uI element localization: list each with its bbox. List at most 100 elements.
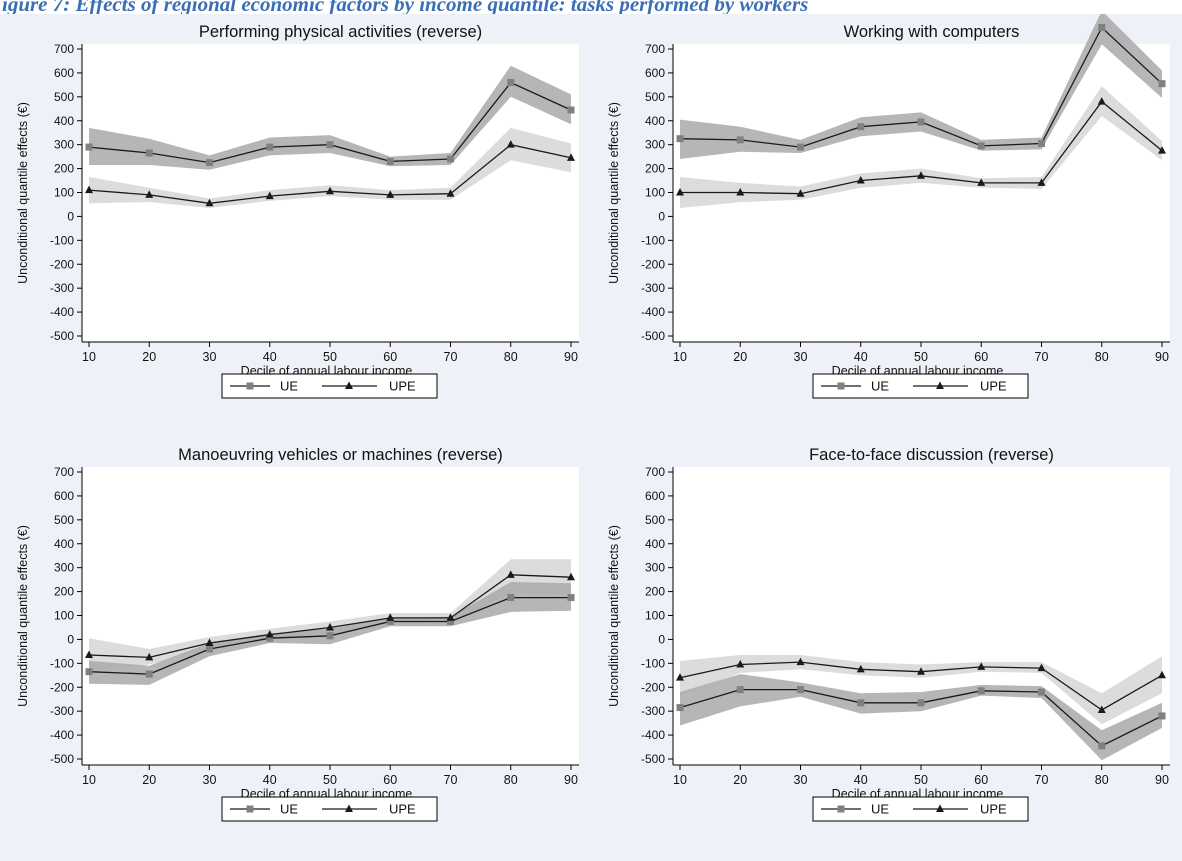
y-tick-label: 100 bbox=[54, 186, 74, 200]
data-point-ue bbox=[326, 141, 334, 149]
legend-marker-upe bbox=[345, 381, 353, 389]
y-tick-label: -300 bbox=[50, 281, 74, 295]
y-tick-label: 600 bbox=[54, 66, 74, 80]
x-tick-label: 90 bbox=[564, 773, 578, 787]
data-point-upe bbox=[676, 673, 684, 681]
y-tick-label: -100 bbox=[50, 233, 74, 247]
data-point-ue bbox=[266, 634, 274, 642]
legend-label-ue: UE bbox=[280, 379, 298, 394]
y-tick-label: 300 bbox=[645, 561, 665, 575]
chart-title: Working with computers bbox=[844, 23, 1020, 41]
data-point-upe bbox=[977, 662, 986, 670]
legend: UE UPE bbox=[221, 796, 438, 822]
y-tick-label: 700 bbox=[54, 465, 74, 479]
y-tick-label: -200 bbox=[50, 257, 74, 271]
figure-caption: igure 7: Effects of regional economic fa… bbox=[2, 0, 809, 16]
y-axis-label: Unconditional quantile effects (€) bbox=[16, 102, 30, 284]
chart-title: Face-to-face discussion (reverse) bbox=[809, 446, 1054, 464]
chart-panel-manoeuvring-vehicles: Manoeuvring vehicles or machines (revers… bbox=[0, 437, 591, 860]
data-point-ue bbox=[145, 149, 153, 157]
data-point-upe bbox=[506, 570, 515, 578]
x-tick-label: 30 bbox=[203, 350, 217, 364]
y-tick-label: -100 bbox=[641, 656, 665, 670]
y-tick-label: -200 bbox=[641, 680, 665, 694]
legend-label-ue: UE bbox=[871, 802, 889, 817]
data-point-ue bbox=[977, 142, 985, 150]
y-tick-label: -500 bbox=[50, 752, 74, 766]
data-point-upe bbox=[265, 191, 274, 200]
chart-panel-face-to-face: Face-to-face discussion (reverse) Uncondi… bbox=[591, 437, 1182, 860]
plot-area bbox=[673, 467, 1170, 765]
y-tick-label: -400 bbox=[641, 305, 665, 319]
y-tick-label: 700 bbox=[645, 42, 665, 56]
data-point-ue bbox=[917, 699, 925, 707]
y-tick-label: 500 bbox=[54, 513, 74, 527]
y-tick-label: -300 bbox=[641, 704, 665, 718]
confidence-band-ue bbox=[680, 674, 1162, 761]
data-point-ue bbox=[447, 155, 454, 163]
y-tick-label: -400 bbox=[50, 728, 74, 742]
y-tick-label: 0 bbox=[658, 209, 665, 223]
data-point-upe bbox=[856, 176, 865, 184]
plot-area bbox=[82, 467, 579, 765]
data-point-ue bbox=[266, 143, 274, 151]
data-point-upe bbox=[1037, 663, 1046, 672]
x-tick-label: 90 bbox=[1155, 350, 1169, 364]
y-tick-label: 400 bbox=[54, 114, 74, 128]
y-tick-label: 400 bbox=[645, 114, 665, 128]
x-tick-label: 80 bbox=[504, 350, 518, 364]
legend: UE UPE bbox=[812, 796, 1029, 822]
chart-panel-physical-activities: Performing physical activities (reverse)… bbox=[0, 14, 591, 437]
data-point-upe bbox=[1097, 705, 1106, 713]
legend-marker-upe bbox=[936, 804, 944, 812]
data-point-upe bbox=[567, 572, 575, 581]
x-tick-label: 70 bbox=[1035, 350, 1049, 364]
confidence-band-ue bbox=[680, 14, 1162, 159]
data-point-upe bbox=[796, 189, 805, 197]
y-tick-label: 600 bbox=[645, 66, 665, 80]
data-point-ue bbox=[857, 123, 865, 131]
data-point-ue bbox=[145, 670, 153, 678]
data-point-ue bbox=[85, 668, 93, 676]
chart-svg-face-to-face: Face-to-face discussion (reverse) Uncondi… bbox=[591, 437, 1182, 860]
y-tick-label: 200 bbox=[54, 585, 74, 599]
data-point-upe bbox=[917, 667, 925, 675]
data-point-ue bbox=[1158, 80, 1166, 88]
x-tick-label: 10 bbox=[82, 350, 96, 364]
confidence-band-upe bbox=[680, 86, 1162, 208]
y-tick-label: -100 bbox=[641, 233, 665, 247]
data-point-ue bbox=[736, 686, 744, 694]
x-tick-label: 10 bbox=[82, 773, 96, 787]
y-tick-label: 500 bbox=[54, 90, 74, 104]
x-tick-label: 60 bbox=[974, 350, 988, 364]
y-tick-label: 300 bbox=[645, 138, 665, 152]
x-tick-label: 30 bbox=[794, 773, 808, 787]
y-tick-label: 700 bbox=[54, 42, 74, 56]
y-tick-label: 200 bbox=[645, 585, 665, 599]
legend-marker-ue bbox=[837, 805, 845, 813]
data-point-upe bbox=[796, 657, 805, 666]
data-point-upe bbox=[265, 630, 274, 638]
data-point-upe bbox=[85, 185, 93, 194]
y-tick-label: 600 bbox=[645, 489, 665, 503]
data-point-upe bbox=[446, 613, 455, 621]
data-point-upe bbox=[205, 638, 214, 647]
y-tick-label: 700 bbox=[645, 465, 665, 479]
figure-caption-strip: igure 7: Effects of regional economic fa… bbox=[0, 0, 1182, 20]
x-tick-label: 90 bbox=[564, 350, 578, 364]
x-tick-label: 80 bbox=[504, 773, 518, 787]
data-point-upe bbox=[917, 171, 925, 179]
y-tick-label: 100 bbox=[54, 609, 74, 623]
legend-marker-upe bbox=[345, 804, 353, 812]
data-point-upe bbox=[1158, 146, 1166, 154]
data-point-ue bbox=[507, 594, 515, 602]
data-point-ue bbox=[567, 594, 575, 602]
y-tick-label: 300 bbox=[54, 561, 74, 575]
x-tick-label: 50 bbox=[914, 350, 928, 364]
data-point-ue bbox=[386, 617, 394, 625]
y-tick-label: 0 bbox=[67, 632, 74, 646]
x-tick-label: 20 bbox=[142, 773, 156, 787]
x-tick-label: 50 bbox=[323, 350, 337, 364]
data-point-ue bbox=[507, 78, 515, 86]
data-point-upe bbox=[1097, 97, 1106, 105]
